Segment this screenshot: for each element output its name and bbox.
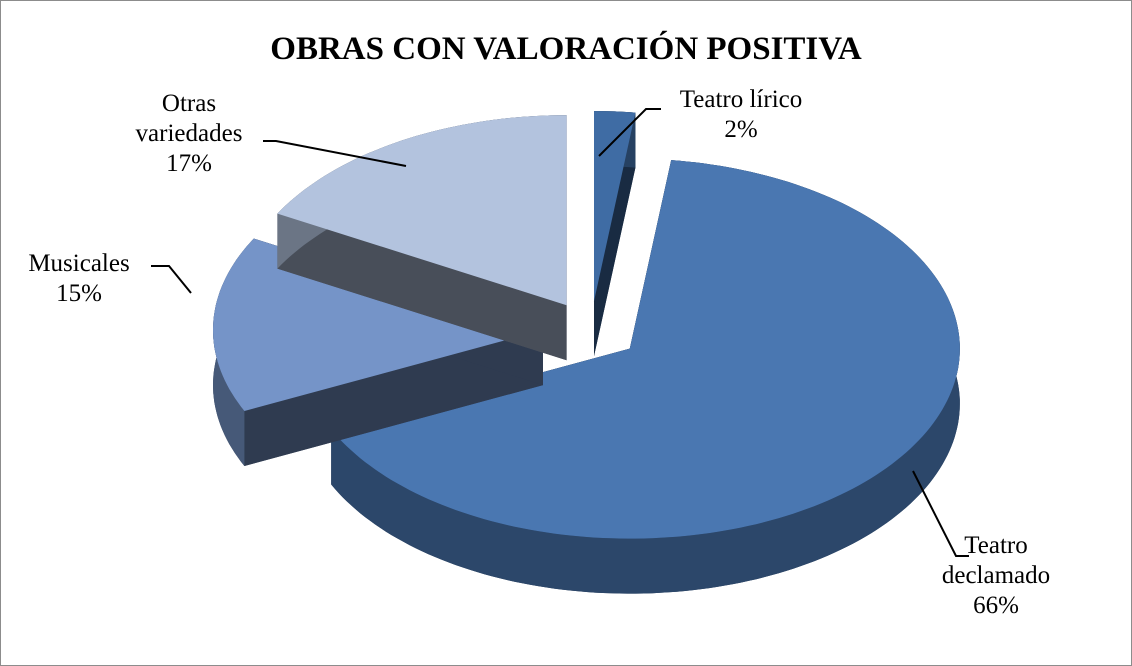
leader-line — [263, 140, 407, 167]
leader-line — [598, 108, 661, 157]
chart-title: OBRAS CON VALORACIÓN POSITIVA — [270, 31, 862, 67]
slice-side — [244, 330, 543, 466]
slice-label: Musicales 15% — [9, 249, 149, 309]
value-label: 2% — [724, 116, 758, 143]
slice — [331, 160, 960, 539]
category-label: Otras variedades — [135, 90, 243, 147]
slice-label: Teatro declamado 66% — [936, 531, 1056, 621]
leader-lines — [151, 108, 969, 557]
pie — [213, 111, 960, 594]
value-label: 66% — [973, 592, 1019, 619]
slice — [213, 238, 543, 411]
leader-line — [912, 470, 969, 557]
slice-side — [277, 213, 567, 361]
slice — [277, 115, 567, 306]
value-label: 17% — [166, 150, 212, 177]
slice-side — [594, 112, 636, 357]
slice-label: Teatro lírico 2% — [651, 85, 831, 145]
leader-line — [151, 265, 192, 294]
category-label: Musicales — [28, 250, 130, 277]
slice — [594, 111, 636, 302]
slice-label: Otras variedades 17% — [119, 89, 259, 179]
value-label: 15% — [56, 280, 102, 307]
category-label: Teatro lírico — [679, 86, 803, 113]
category-label: Teatro declamado — [941, 532, 1051, 589]
